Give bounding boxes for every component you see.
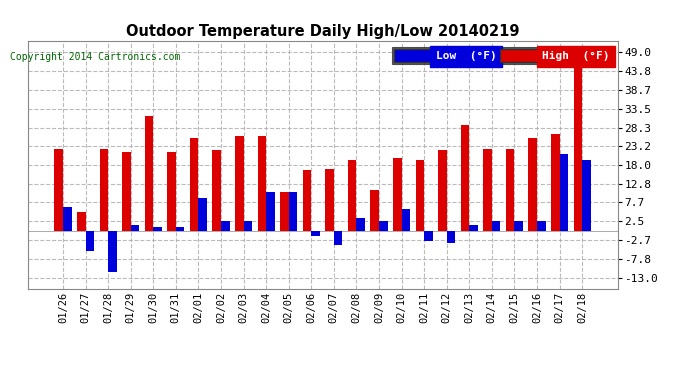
Bar	[99, 148, 108, 231]
Bar	[167, 152, 176, 231]
Bar	[357, 218, 365, 231]
Bar	[506, 148, 515, 231]
Bar	[461, 125, 469, 231]
Bar	[438, 150, 446, 231]
Bar	[221, 221, 230, 231]
Bar	[402, 209, 410, 231]
Bar	[77, 212, 86, 231]
Bar	[371, 190, 379, 231]
Bar	[257, 136, 266, 231]
Bar	[393, 158, 402, 231]
Bar	[145, 116, 153, 231]
Bar	[311, 231, 320, 236]
Bar	[446, 231, 455, 243]
Bar	[573, 52, 582, 231]
Bar	[280, 192, 288, 231]
Bar	[176, 227, 184, 231]
Bar	[529, 138, 537, 231]
Bar	[303, 171, 311, 231]
Bar	[415, 159, 424, 231]
Legend: Low  (°F), High  (°F): Low (°F), High (°F)	[391, 47, 612, 64]
Bar	[288, 192, 297, 231]
Text: Copyright 2014 Cartronics.com: Copyright 2014 Cartronics.com	[10, 52, 181, 62]
Bar	[235, 136, 244, 231]
Bar	[199, 198, 207, 231]
Bar	[560, 154, 568, 231]
Bar	[582, 159, 591, 231]
Bar	[334, 231, 342, 245]
Bar	[86, 231, 94, 251]
Bar	[379, 221, 388, 231]
Bar	[492, 221, 500, 231]
Bar	[424, 231, 433, 242]
Bar	[122, 152, 130, 231]
Bar	[108, 231, 117, 272]
Bar	[348, 159, 357, 231]
Bar	[244, 221, 252, 231]
Bar	[130, 225, 139, 231]
Bar	[63, 207, 72, 231]
Bar	[190, 138, 199, 231]
Bar	[515, 221, 523, 231]
Bar	[469, 225, 478, 231]
Bar	[537, 221, 546, 231]
Bar	[55, 148, 63, 231]
Bar	[266, 192, 275, 231]
Bar	[483, 148, 492, 231]
Bar	[213, 150, 221, 231]
Bar	[325, 169, 334, 231]
Bar	[153, 227, 162, 231]
Title: Outdoor Temperature Daily High/Low 20140219: Outdoor Temperature Daily High/Low 20140…	[126, 24, 520, 39]
Bar	[551, 134, 560, 231]
